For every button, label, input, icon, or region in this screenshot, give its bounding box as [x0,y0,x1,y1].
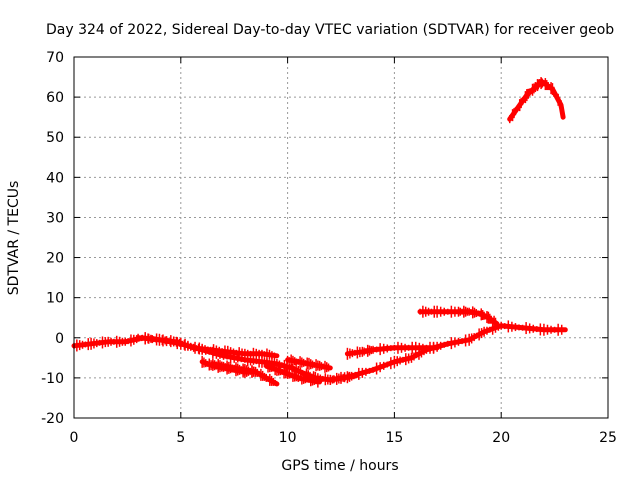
series-arc-1 [71,332,280,361]
y-tick-label: 40 [46,170,64,186]
y-tick-label: 0 [55,331,64,347]
x-tick-label: 15 [385,430,403,446]
plot-frame [73,56,609,419]
x-tick-label: 5 [176,430,185,446]
x-tick-label: 25 [599,430,617,446]
x-tick-label: 20 [492,430,510,446]
series-layer [71,77,568,388]
series-arc-2 [135,332,359,386]
y-tick-label: 30 [46,210,64,226]
y-tick-label: 20 [46,251,64,267]
y-tick-label: 70 [46,50,64,66]
series-arc-6 [285,354,333,373]
grid-lines [74,57,608,418]
x-tick-label: 10 [279,430,297,446]
y-tick-label: 50 [46,130,64,146]
series-arc-5 [263,360,323,388]
y-tick-label: 60 [46,90,64,106]
y-tick-label: 10 [46,291,64,307]
axis-ticks: 0 5 10 15 20 25 -20 -10 0 10 20 30 40 50 60 70 [41,50,617,446]
series-arc-7 [327,320,568,385]
series-arc-4 [199,355,259,378]
y-tick-label: -20 [41,411,64,427]
x-tick-label: 0 [70,430,79,446]
chart-title: Day 324 of 2022, Sidereal Day-to-day VTE… [46,22,614,38]
series-arc-9 [417,305,500,328]
y-axis-label: SDTVAR / TECUs [6,181,22,296]
series-arc-10 [507,77,566,124]
y-tick-label: -10 [41,371,64,387]
series-arc-8 [344,341,440,360]
x-axis-label: GPS time / hours [281,458,398,474]
